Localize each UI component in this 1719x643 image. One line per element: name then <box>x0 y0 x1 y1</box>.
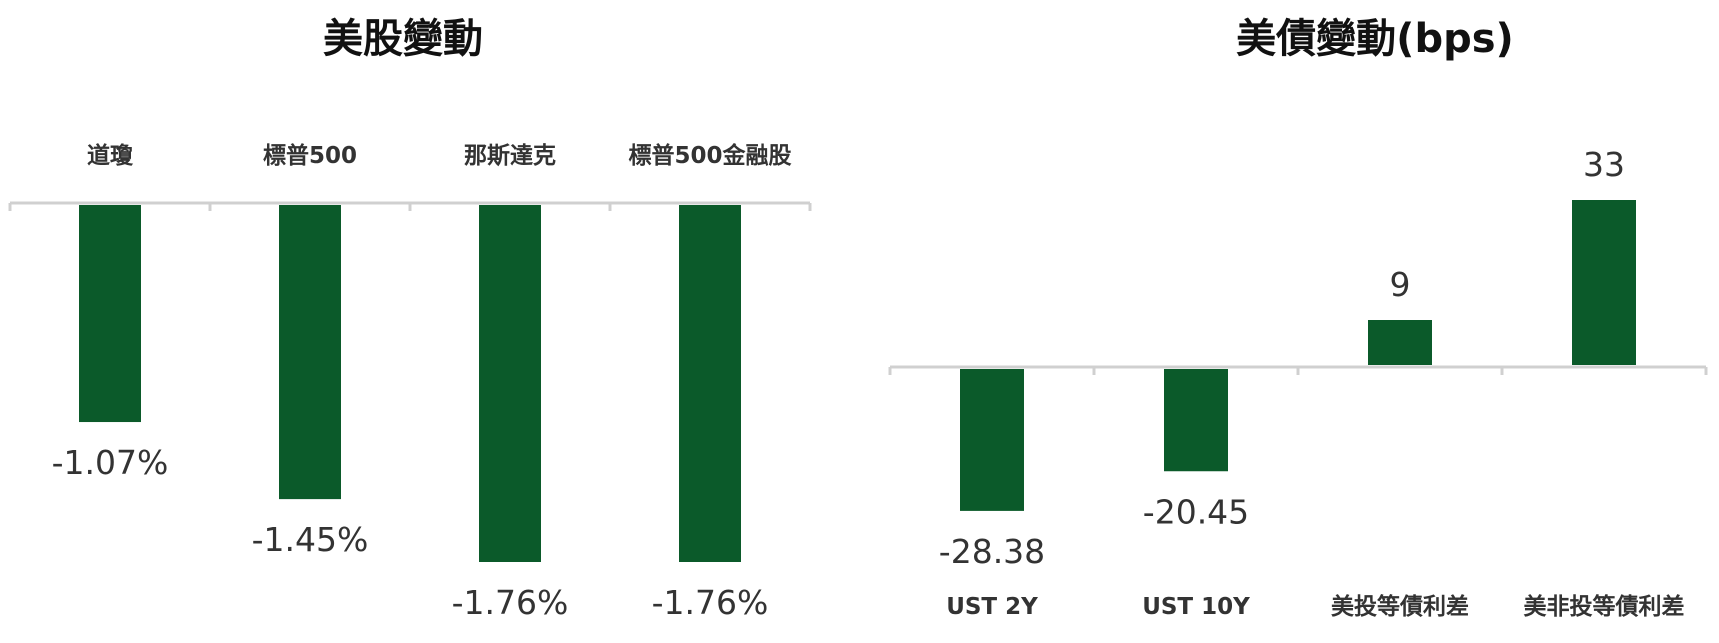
x-tick-label: 道瓊 <box>87 142 134 169</box>
x-tick-label: 美投等債利差 <box>1331 593 1469 620</box>
data-label: -1.45% <box>252 520 369 559</box>
x-tick-label: 標普500金融股 <box>628 142 791 169</box>
x-tick-label: 標普500 <box>263 142 357 169</box>
data-label: -20.45 <box>1143 492 1249 531</box>
data-label: -28.38 <box>939 532 1045 571</box>
bar <box>479 205 541 562</box>
us-bond-change-chart: 美債變動(bps) -28.38 UST 2Y -20.45 UST 10Y 9 美投等債… <box>888 16 1708 620</box>
bar <box>1368 320 1432 365</box>
data-label: 33 <box>1583 145 1625 184</box>
bar <box>279 205 341 500</box>
data-label: -1.76% <box>652 583 769 622</box>
chart-title: 美債變動(bps) <box>1236 16 1514 62</box>
data-label: -1.76% <box>452 583 569 622</box>
data-label: -1.07% <box>52 443 169 482</box>
bar <box>79 205 141 423</box>
bar <box>679 205 741 562</box>
bar <box>1164 369 1228 472</box>
bar <box>1572 200 1636 365</box>
data-label: 9 <box>1390 265 1411 304</box>
x-tick-label: UST 2Y <box>946 594 1038 620</box>
us-stock-change-chart: 美股變動 道瓊 -1.07% 標普500 -1.45% 那斯達克 -1.76% 標普500金… <box>8 16 812 622</box>
x-tick-label: UST 10Y <box>1142 594 1250 620</box>
x-tick-label: 美非投等債利差 <box>1524 593 1685 620</box>
bar <box>960 369 1024 511</box>
x-tick-label: 那斯達克 <box>464 142 556 169</box>
chart-title: 美股變動 <box>323 16 483 62</box>
